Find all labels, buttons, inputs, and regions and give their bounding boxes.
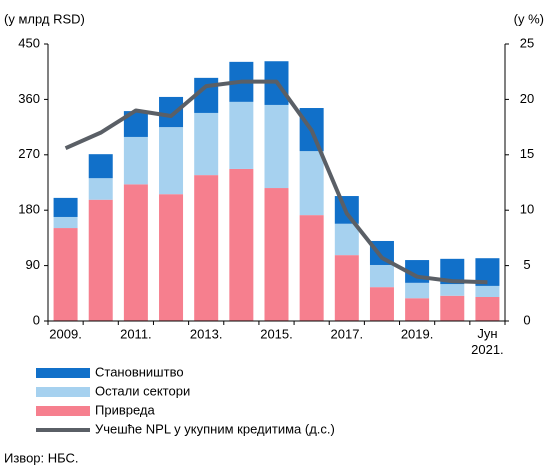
bar-segment (53, 216, 78, 229)
npl-line (64, 79, 488, 285)
bar-segment (440, 295, 465, 321)
y-tick-label: 270 (18, 146, 40, 161)
bar-segment (334, 255, 359, 321)
bar-segment (334, 223, 359, 256)
legend-swatch (36, 368, 90, 378)
bar-segment (53, 197, 78, 217)
y2-tick-label: 25 (520, 35, 534, 50)
bar-segment (229, 101, 254, 169)
bar-segment (123, 184, 148, 321)
legend-label: Становништво (95, 364, 184, 379)
x-tick-label: 2017. (331, 326, 364, 341)
bar-segment (194, 175, 219, 321)
bar-segment (264, 188, 289, 321)
bar-segment (159, 194, 184, 321)
bar-segment (88, 154, 113, 179)
bar-segment (475, 285, 500, 297)
y2-axis-label: (у %) (514, 11, 544, 26)
y2-tick-label: 20 (520, 91, 534, 106)
x-tick-label: 2013. (190, 326, 223, 341)
bar-segment (123, 136, 148, 185)
bar-segment (440, 284, 465, 296)
y-axis-label: (у млрд RSD) (4, 11, 85, 26)
bar-segment (88, 178, 113, 200)
bar-segment (369, 287, 394, 321)
legend-label: Привреда (95, 402, 156, 417)
y2-tick-label: 5 (523, 257, 530, 272)
y2-tick-label: 10 (520, 202, 534, 217)
bar-segment (159, 127, 184, 195)
bar-segment (405, 298, 430, 321)
x-tick-label: 2011. (120, 326, 152, 341)
legend-label: Учешће NPL у укупним кредитима (д.с.) (95, 421, 335, 436)
y-tick-label: 360 (18, 91, 40, 106)
bar-segment (369, 264, 394, 288)
source: Извор: НБС. (4, 450, 79, 465)
legend-swatch (36, 406, 90, 416)
bar-segment (229, 168, 254, 321)
x-tick-label: 2019. (401, 326, 434, 341)
y-tick-label: 450 (18, 35, 40, 50)
bar-segment (88, 199, 113, 321)
x-tick-label: 2009. (49, 326, 82, 341)
bar-segment (159, 96, 184, 128)
y-tick-label: 90 (26, 257, 40, 272)
bar-segment (405, 282, 430, 299)
bar-segment (475, 296, 500, 321)
bar-segment (264, 104, 289, 189)
bar-segment (53, 228, 78, 321)
x-tick-label: 2015. (260, 326, 293, 341)
y-tick-label: 0 (33, 312, 40, 327)
y2-tick-label: 0 (523, 312, 530, 327)
x-tick-label: Јун 2021. (471, 326, 504, 357)
bar-segment (194, 112, 219, 176)
y2-tick-label: 15 (520, 146, 534, 161)
legend-swatch (36, 387, 90, 397)
bar-segment (299, 151, 324, 216)
bar-segment (299, 215, 324, 321)
y-tick-label: 180 (18, 202, 40, 217)
legend-label: Остали сектори (95, 383, 190, 398)
